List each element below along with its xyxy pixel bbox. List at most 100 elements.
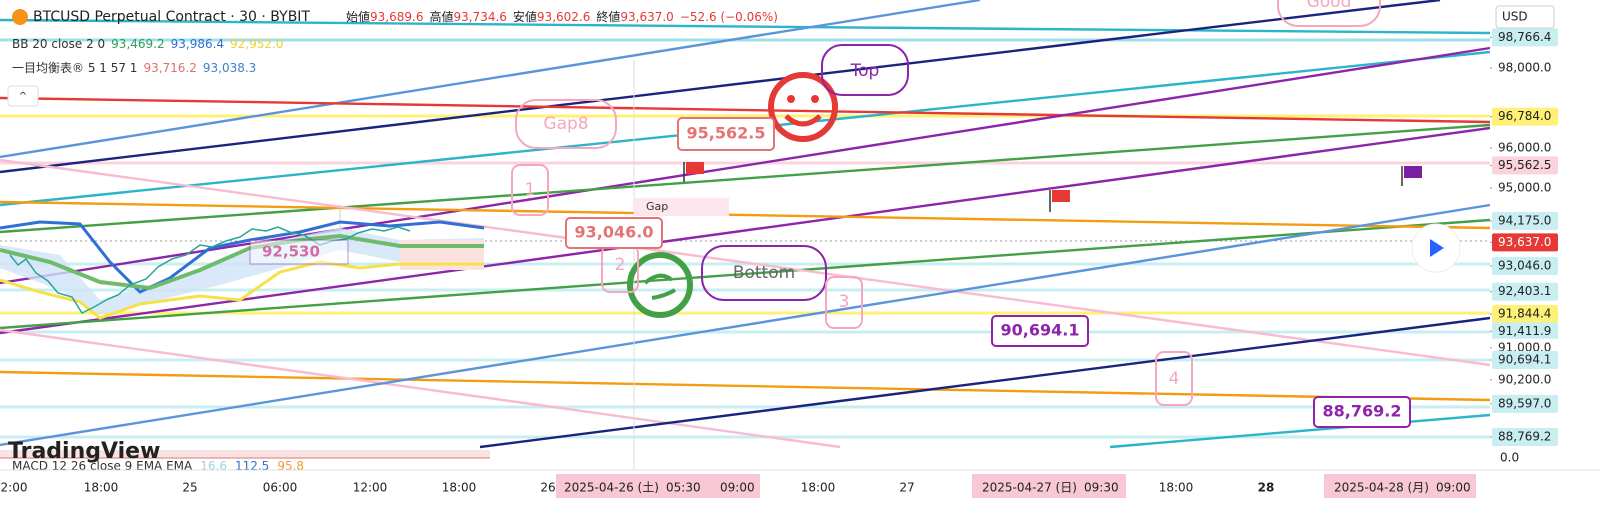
time-highlight xyxy=(556,474,760,498)
price-label-bg xyxy=(1492,257,1558,276)
drawings xyxy=(0,0,1491,470)
price-label: 91,411.9 xyxy=(1498,324,1551,338)
highlight-time: 05:30 xyxy=(666,481,701,495)
price-label: 91,844.4 xyxy=(1498,307,1551,321)
macd-pane: TradingView MACD 12 26 close 9 EMA EMA 16… xyxy=(8,439,304,473)
time-label: 18:00 xyxy=(801,481,836,495)
price-label-bg xyxy=(1492,28,1558,47)
header: BTCUSD Perpetual Contract · 30 · BYBIT 始… xyxy=(7,9,778,107)
price-callout-text: 95,562.5 xyxy=(687,124,766,143)
price-label: 96,784.0 xyxy=(1498,109,1551,123)
ohlc-value: 93,734.6 xyxy=(453,10,506,24)
price-label: 88,769.2 xyxy=(1498,429,1551,443)
highlight-time: 09:00 xyxy=(720,481,755,495)
time-label: 27 xyxy=(899,481,914,495)
macd-zero: 0.0 xyxy=(1500,451,1519,465)
price-label-bg xyxy=(1492,233,1558,252)
price-label: 93,637.0 xyxy=(1498,235,1551,249)
annotations: Gap8 Top Bottom Good Gap 1 2 3 4 95,562.… xyxy=(249,0,1411,428)
chart-label-box xyxy=(249,239,349,265)
price-callout xyxy=(1313,396,1411,428)
ohlc-label: 高値 xyxy=(429,9,453,24)
price-label-bg xyxy=(1492,394,1558,413)
price-label: 96,000.0 xyxy=(1498,140,1551,154)
currency[interactable]: USD xyxy=(1502,10,1528,24)
annotation: Top xyxy=(850,61,880,81)
number: 1 xyxy=(525,180,536,200)
ohlc-label: 始値 xyxy=(346,9,370,24)
ohlc-label: 終値 xyxy=(596,9,620,24)
ohlc: 始値93,689.6 高値93,734.6 安値93,602.6 終値93,637.0… xyxy=(346,9,778,24)
time-axis: 2:00 18:00 25 06:00 12:00 18:00 26 18:00… xyxy=(0,469,1600,498)
price-callout-text: 88,769.2 xyxy=(1323,402,1402,421)
time-label: 06:00 xyxy=(263,481,298,495)
price-label: 92,403.1 xyxy=(1498,284,1551,298)
time-label: 12:00 xyxy=(353,481,388,495)
highlight-date: 2025-04-26 (土) xyxy=(564,481,659,495)
play-icon[interactable] xyxy=(1430,239,1444,257)
price-label: 89,597.0 xyxy=(1498,396,1551,410)
callout-box xyxy=(1277,0,1381,27)
number-box xyxy=(511,164,549,216)
time-label: 18:00 xyxy=(84,481,119,495)
number: 4 xyxy=(1169,369,1180,389)
price-label-bg xyxy=(1492,59,1558,77)
price-label: 95,000.0 xyxy=(1498,180,1551,194)
price-label-bg xyxy=(1492,427,1558,446)
price-callout-text: 90,694.1 xyxy=(1001,321,1080,340)
price-label-bg xyxy=(1492,322,1558,341)
price-callout xyxy=(991,315,1089,347)
time-highlight xyxy=(972,474,1126,498)
callout-box xyxy=(821,44,909,96)
collapse-icon[interactable]: ^ xyxy=(19,91,27,102)
macd-value: 16.6 xyxy=(200,459,227,473)
indicator-value: 93,986.4 xyxy=(171,37,224,51)
price-label: 90,200.0 xyxy=(1498,372,1551,386)
highlight-time: 09:00 xyxy=(1436,481,1471,495)
time-highlight xyxy=(1324,474,1476,498)
coin-icon xyxy=(12,9,28,25)
annotation: Bottom xyxy=(733,263,795,283)
indicator-value: 92,952.0 xyxy=(230,37,283,51)
time-label: 18:00 xyxy=(1159,481,1194,495)
ohlc-value: 93,602.6 xyxy=(537,10,590,24)
callout-box xyxy=(515,99,617,149)
ohlc-value: 93,637.0 xyxy=(620,10,673,24)
price-label-bg xyxy=(1492,211,1558,230)
price-label: 90,694.1 xyxy=(1498,353,1551,367)
price-label-bg xyxy=(1492,370,1558,389)
annotation: Gap xyxy=(646,200,668,213)
macd-legend: MACD 12 26 close 9 EMA EMA 16.6 112.5 95.8 xyxy=(12,459,304,473)
price-axis: USD 0.0 98,766.4 98,000.0 96,784.0 96,000.0… xyxy=(1490,0,1600,470)
time-label: 26 xyxy=(540,481,555,495)
indicator-name: BB 20 close 2 0 xyxy=(12,37,105,51)
watermark: TradingView xyxy=(8,439,160,464)
price-label-bg xyxy=(1492,138,1558,157)
number-box xyxy=(1155,351,1193,406)
ohlc-label: 安値 xyxy=(513,9,537,24)
highlight-time: 09:30 xyxy=(1084,481,1119,495)
indicator-name: 一目均衡表® 5 1 57 1 xyxy=(12,61,137,75)
macd-value: 95.8 xyxy=(277,459,304,473)
annotation: Gap8 xyxy=(543,114,588,134)
macd-value: 112.5 xyxy=(235,459,269,473)
indicator: BB 20 close 2 0 93,469.2 93,986.4 92,952.0 xyxy=(12,37,283,51)
indicator-value: 93,469.2 xyxy=(111,37,164,51)
indicator-value: 93,716.2 xyxy=(143,61,196,75)
highlight-date: 2025-04-27 (日) xyxy=(982,481,1077,495)
price-label: 98,000.0 xyxy=(1498,61,1551,75)
number: 2 xyxy=(615,255,626,275)
price-label: 94,175.0 xyxy=(1498,213,1551,227)
price-label: 93,046.0 xyxy=(1498,259,1551,273)
callout-box xyxy=(701,245,827,301)
chart-label: 92,530 xyxy=(262,243,320,261)
change: −52.6 (−0.06%) xyxy=(680,10,778,24)
highlight-date: 2025-04-28 (月) xyxy=(1334,481,1429,495)
price-label-bg xyxy=(1492,305,1558,324)
price-label-bg xyxy=(1492,107,1558,126)
price-label: 91,000.0 xyxy=(1498,340,1551,354)
currency-button[interactable] xyxy=(1495,5,1555,29)
time-label: 18:00 xyxy=(442,481,477,495)
collapse-button[interactable] xyxy=(7,85,39,107)
